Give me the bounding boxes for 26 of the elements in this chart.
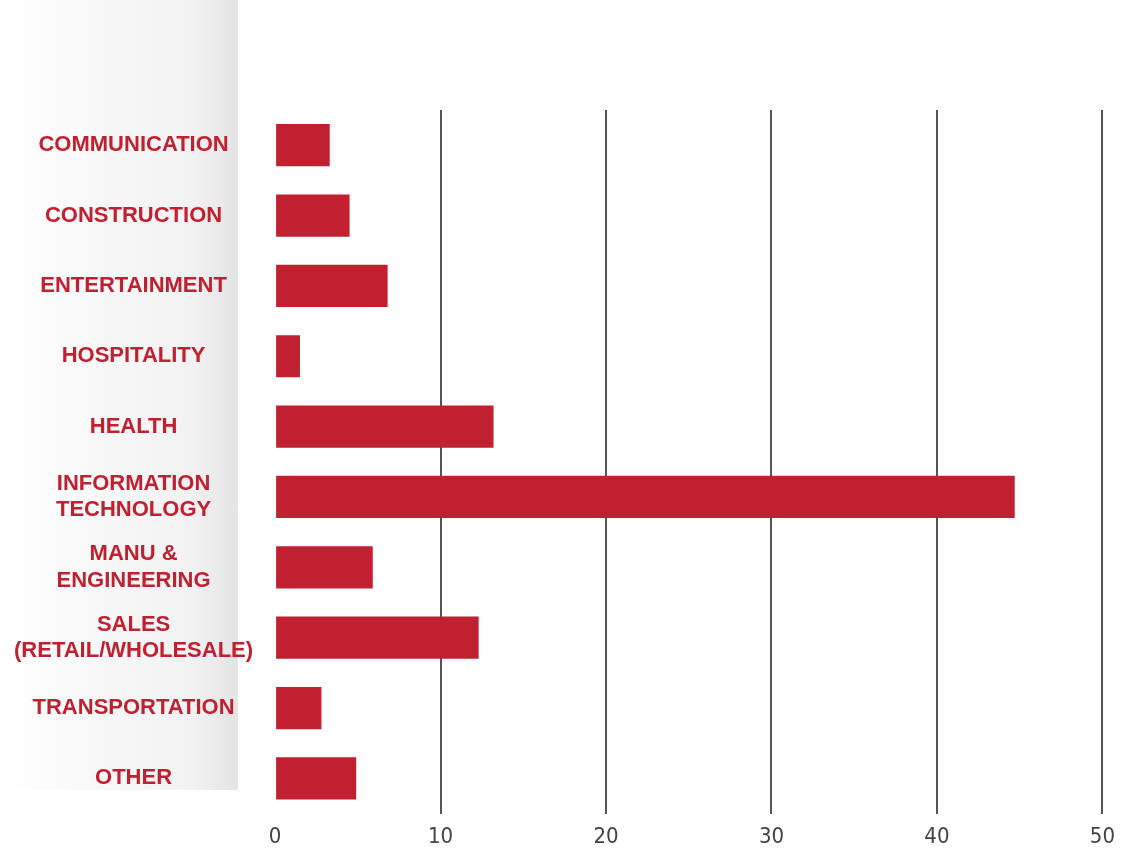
- x-tick-label: 10: [427, 822, 454, 848]
- bar: [276, 686, 322, 730]
- bar: [276, 335, 300, 378]
- bar: [276, 264, 388, 308]
- y-tick-label: CONSTRUCTION: [44, 201, 223, 227]
- x-tick-label: 20: [593, 822, 619, 848]
- y-tick-label: SALES (RETAIL/WHOLESALE): [14, 610, 254, 662]
- bar: [276, 546, 373, 589]
- y-tick-label: INFORMATION TECHNOLOGY: [55, 469, 212, 522]
- bar: [276, 757, 357, 800]
- y-tick-label: HEALTH: [89, 412, 178, 438]
- bar: [276, 405, 494, 448]
- x-tick-label: 40: [924, 822, 950, 848]
- y-tick-label: OTHER: [95, 764, 173, 790]
- x-tick-label: 50: [1089, 822, 1115, 848]
- bar: [276, 124, 330, 167]
- bar: [276, 194, 350, 237]
- y-tick-label: HOSPITALITY: [61, 342, 206, 368]
- x-tick-label: 0: [268, 822, 282, 848]
- bar: [276, 616, 479, 659]
- y-tick-label: MANU & ENGINEERING: [56, 540, 211, 592]
- x-tick-label: 30: [758, 822, 785, 848]
- bar: [276, 475, 1015, 519]
- y-tick-label: COMMUNICATION: [38, 131, 229, 157]
- y-tick-label: ENTERTAINMENT: [40, 271, 228, 297]
- y-tick-label: TRANSPORTATION: [32, 694, 235, 720]
